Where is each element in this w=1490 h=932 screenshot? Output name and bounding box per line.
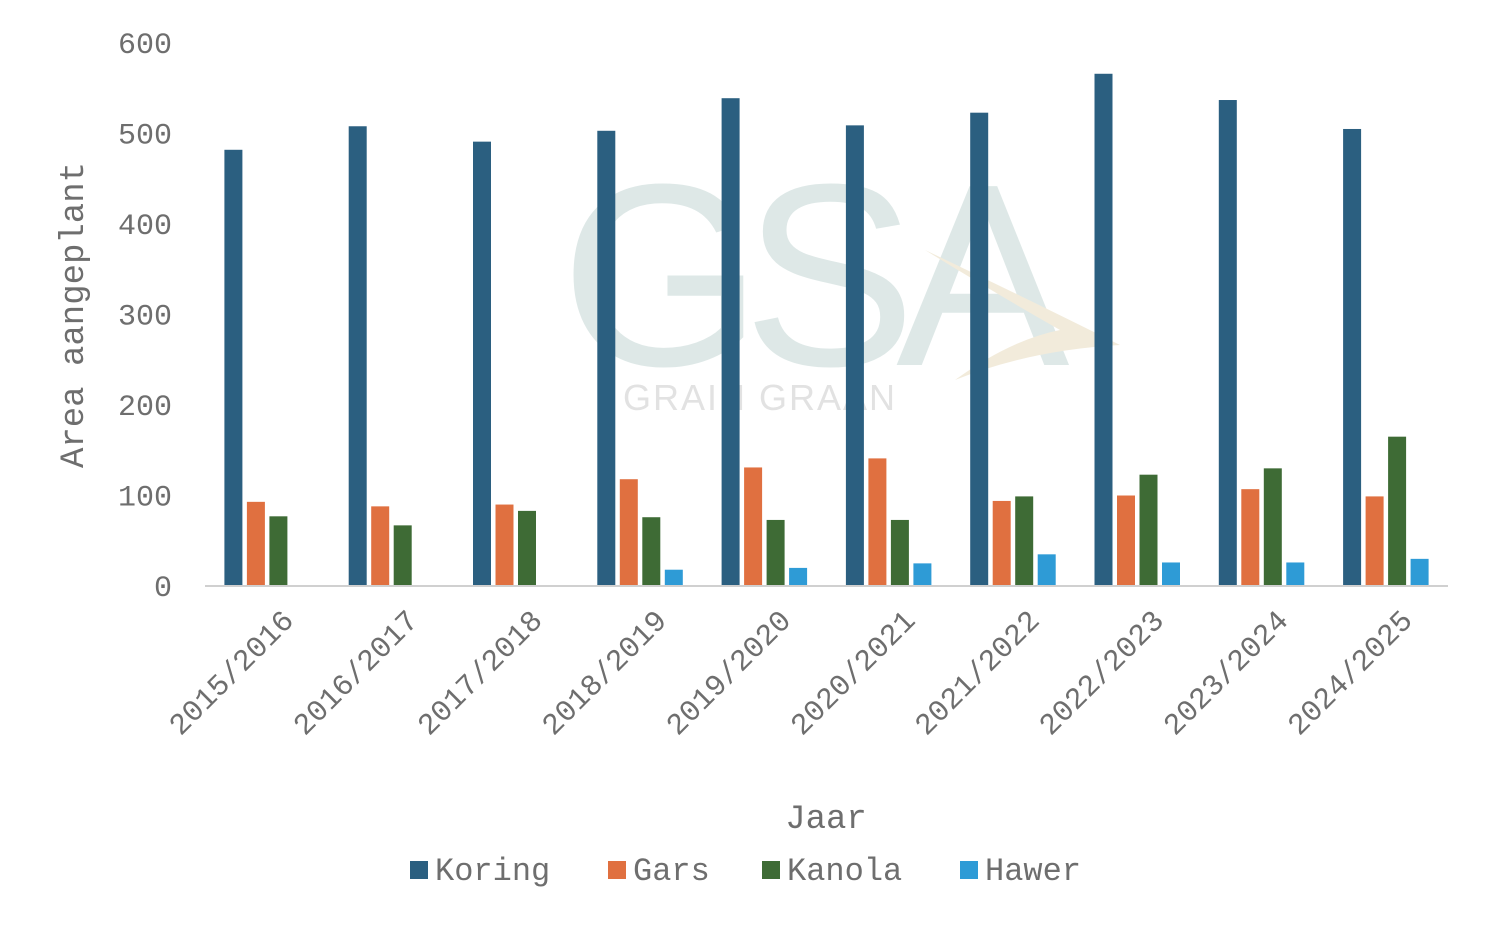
watermark-logo-text: GSA — [560, 131, 1070, 421]
bar-hawer — [664, 569, 683, 586]
y-tick-label: 200 — [118, 391, 172, 425]
bar-kanola — [642, 517, 661, 586]
x-axis-label: Jaar — [785, 801, 867, 839]
bar-kanola — [269, 516, 288, 586]
bar-gars — [495, 504, 514, 586]
x-tick-label: 2021/2022 — [909, 605, 1048, 744]
bar-koring — [1094, 73, 1113, 586]
bar-hawer — [913, 563, 932, 586]
x-tick-label: 2015/2016 — [164, 605, 303, 744]
bar-gars — [1117, 495, 1135, 586]
legend-label: Koring — [435, 853, 550, 890]
bar-koring — [970, 112, 989, 586]
bar-gars — [1365, 496, 1384, 586]
legend-swatch — [608, 861, 626, 879]
legend-item-gars: Gars — [608, 853, 710, 890]
bar-koring — [348, 126, 367, 586]
y-tick-label: 300 — [118, 301, 172, 335]
legend-swatch — [762, 861, 780, 879]
bar-gars — [868, 458, 887, 586]
x-tick-label: 2020/2021 — [785, 605, 924, 744]
legend-label: Kanola — [787, 853, 902, 890]
x-axis-ticks: 2015/20162016/20172017/20182018/20192019… — [164, 605, 1421, 744]
bar-hawer — [1410, 558, 1429, 586]
x-tick-label: 2024/2025 — [1282, 605, 1421, 744]
bar-gars — [246, 501, 265, 586]
y-tick-label: 600 — [118, 29, 172, 63]
bar-gars — [744, 467, 763, 586]
y-tick-label: 0 — [154, 572, 172, 606]
x-tick-label: 2023/2024 — [1158, 605, 1297, 744]
bar-koring — [845, 125, 864, 586]
x-tick-label: 2018/2019 — [537, 605, 676, 744]
bar-gars — [1241, 489, 1260, 586]
watermark-logo: GSA GRAIN GRAAN — [560, 131, 1120, 421]
legend-label: Gars — [633, 853, 710, 890]
bar-gars — [371, 506, 390, 586]
bar-koring — [224, 149, 243, 587]
y-axis-label: Area aangeplant — [56, 162, 94, 468]
bar-hawer — [1037, 554, 1056, 586]
legend-item-koring: Koring — [410, 853, 550, 890]
watermark-swoosh-icon — [925, 250, 1120, 380]
x-tick-label: 2019/2020 — [661, 605, 800, 744]
x-tick-label: 2016/2017 — [288, 605, 427, 744]
bar-koring — [1218, 100, 1237, 586]
bar-koring — [473, 141, 491, 586]
x-tick-label: 2017/2018 — [412, 605, 551, 744]
bar-kanola — [890, 519, 909, 586]
bar-hawer — [1162, 562, 1180, 586]
bar-kanola — [518, 510, 536, 586]
bar-hawer — [789, 567, 808, 586]
legend-item-kanola: Kanola — [762, 853, 902, 890]
y-axis-ticks: 0 100 200 300 400 500 600 — [118, 29, 172, 606]
bar-kanola — [393, 525, 412, 586]
bar-kanola — [1388, 436, 1407, 586]
bar-kanola — [1139, 474, 1158, 586]
x-tick-label: 2022/2023 — [1034, 605, 1173, 744]
bar-koring — [597, 130, 616, 586]
bar-koring — [721, 98, 740, 586]
bar-gars — [619, 479, 638, 586]
bars — [224, 73, 1429, 587]
y-tick-label: 100 — [118, 482, 172, 516]
y-tick-label: 400 — [118, 210, 172, 244]
y-tick-label: 500 — [118, 120, 172, 154]
bar-kanola — [1015, 496, 1034, 586]
legend-item-hawer: Hawer — [960, 853, 1081, 890]
bar-hawer — [1286, 562, 1305, 586]
legend-swatch — [410, 861, 428, 879]
bar-gars — [992, 500, 1011, 586]
bar-kanola — [1263, 468, 1282, 586]
bar-koring — [1343, 128, 1362, 586]
legend-swatch — [960, 861, 978, 879]
legend-label: Hawer — [985, 853, 1081, 890]
legend: Koring Gars Kanola Hawer — [410, 853, 1081, 890]
bar-kanola — [766, 519, 785, 586]
